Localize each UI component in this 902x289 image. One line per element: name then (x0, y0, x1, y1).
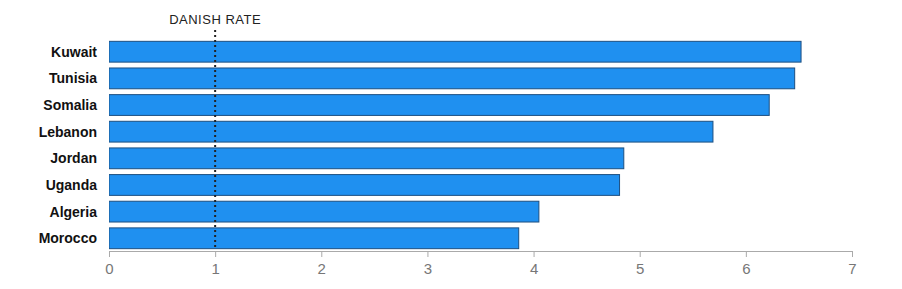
reference-label: DANISH RATE (169, 12, 261, 27)
tick-label: 3 (424, 260, 432, 277)
plot: 0 1 2 3 4 5 6 7 (105, 41, 856, 276)
tick-mark (852, 251, 853, 257)
bars (109, 41, 801, 248)
bar (109, 228, 519, 249)
tick-mark (321, 251, 322, 257)
tick-mark (746, 251, 747, 257)
tick: 0 (105, 251, 113, 277)
category-label: Uganda (46, 177, 98, 193)
tick: 7 (848, 251, 856, 277)
tick: 3 (424, 251, 432, 277)
tick-mark (109, 251, 110, 257)
bar (109, 121, 713, 142)
bar (109, 201, 539, 222)
tick-mark (427, 251, 428, 257)
category-label: Algeria (50, 204, 98, 220)
category-label: Kuwait (51, 44, 97, 60)
bar (109, 68, 795, 89)
tick-label: 2 (318, 260, 326, 277)
x-axis: 0 1 2 3 4 5 6 7 (105, 251, 856, 277)
tick-mark (640, 251, 641, 257)
tick: 1 (211, 251, 219, 277)
tick: 5 (636, 251, 644, 277)
category-label: Somalia (43, 97, 97, 113)
category-label: Lebanon (39, 124, 97, 140)
reference-line (214, 30, 216, 250)
tick-label: 6 (742, 260, 750, 277)
bar (109, 41, 801, 62)
category-labels: Kuwait Tunisia Somalia Lebanon Jordan Uganda A… (39, 44, 98, 247)
bar (109, 175, 620, 196)
bar (109, 95, 769, 116)
tick: 2 (318, 251, 326, 277)
chart: 0 1 2 3 4 5 6 7 Kuwait Tunisia Somalia Lebanon Jorda… (0, 0, 902, 289)
tick-label: 1 (211, 260, 219, 277)
bar (109, 148, 624, 169)
tick: 4 (530, 251, 538, 277)
tick-mark (534, 251, 535, 257)
category-label: Tunisia (49, 70, 97, 86)
category-label: Jordan (50, 150, 97, 166)
tick: 6 (742, 251, 750, 277)
axis-line (110, 251, 853, 252)
tick-label: 7 (848, 260, 856, 277)
tick-mark (215, 251, 216, 257)
tick-label: 4 (530, 260, 538, 277)
tick-label: 0 (105, 260, 113, 277)
category-label: Morocco (39, 230, 97, 246)
tick-label: 5 (636, 260, 644, 277)
